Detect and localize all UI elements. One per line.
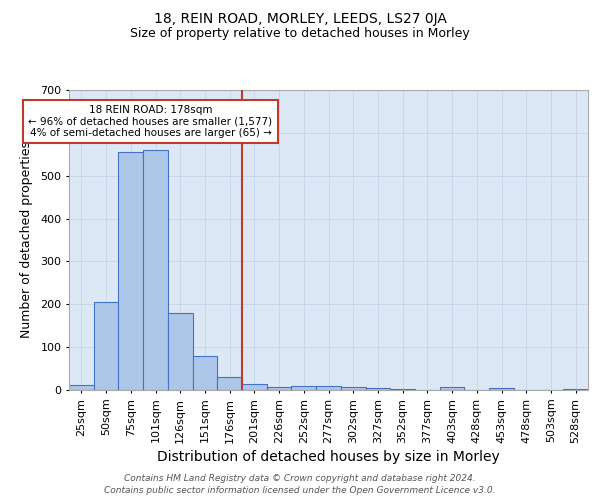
X-axis label: Distribution of detached houses by size in Morley: Distribution of detached houses by size … xyxy=(157,450,500,464)
Bar xyxy=(168,313,193,390)
Text: 18, REIN ROAD, MORLEY, LEEDS, LS27 0JA: 18, REIN ROAD, MORLEY, LEEDS, LS27 0JA xyxy=(154,12,446,26)
Bar xyxy=(267,387,292,390)
Bar xyxy=(390,389,415,390)
Bar xyxy=(242,384,267,390)
Text: Size of property relative to detached houses in Morley: Size of property relative to detached ho… xyxy=(130,28,470,40)
Bar xyxy=(292,386,316,390)
Bar xyxy=(563,389,588,390)
Text: 18 REIN ROAD: 178sqm
← 96% of detached houses are smaller (1,577)
4% of semi-det: 18 REIN ROAD: 178sqm ← 96% of detached h… xyxy=(28,105,272,138)
Text: Contains HM Land Registry data © Crown copyright and database right 2024.
Contai: Contains HM Land Registry data © Crown c… xyxy=(104,474,496,495)
Y-axis label: Number of detached properties: Number of detached properties xyxy=(20,142,33,338)
Bar xyxy=(316,386,341,390)
Bar xyxy=(193,356,217,390)
Bar xyxy=(118,152,143,390)
Bar xyxy=(341,386,365,390)
Bar xyxy=(143,150,168,390)
Bar xyxy=(440,387,464,390)
Bar xyxy=(489,388,514,390)
Bar xyxy=(217,377,242,390)
Bar xyxy=(94,302,118,390)
Bar xyxy=(365,388,390,390)
Bar xyxy=(69,385,94,390)
